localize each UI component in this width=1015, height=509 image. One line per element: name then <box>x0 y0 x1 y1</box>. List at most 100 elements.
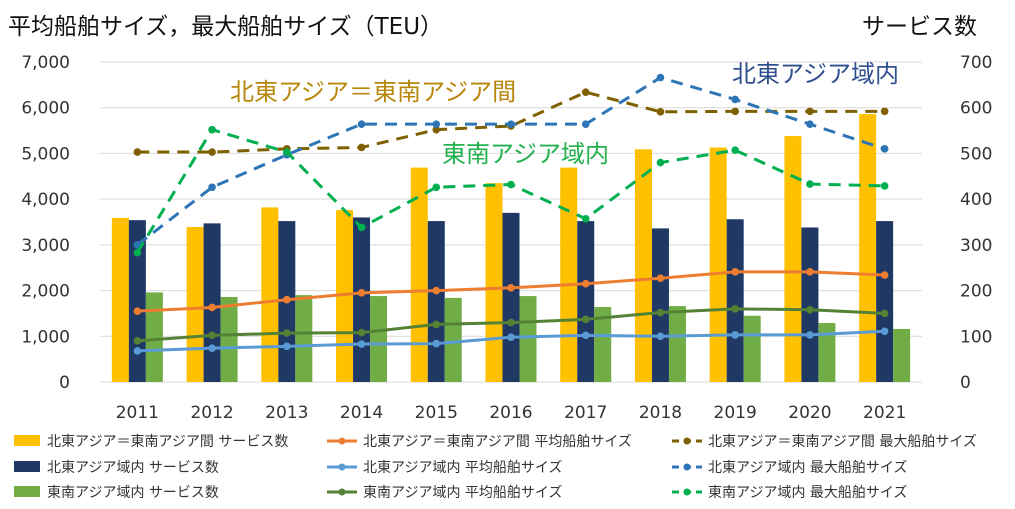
bar-2 <box>577 221 595 382</box>
series-point-6 <box>880 182 889 190</box>
y-left-tick-label: 7,000 <box>21 53 70 73</box>
series-point-2 <box>507 333 515 342</box>
bar-3 <box>145 292 163 382</box>
y-left-tick-label: 5,000 <box>21 144 70 164</box>
series-point-4 <box>656 108 665 116</box>
bar-3 <box>818 323 836 382</box>
series-point-5 <box>357 120 366 128</box>
bar-3 <box>519 296 537 382</box>
bar-1 <box>709 147 727 382</box>
annotation-nea-sea: 北東アジア＝東南アジア間 <box>230 78 516 106</box>
x-tick-label: 2021 <box>863 403 906 423</box>
series-point-5 <box>880 145 889 153</box>
right-axis-ticks: 0 100 200 300 400 500 600 700 <box>960 53 992 393</box>
series-point-1 <box>432 286 441 295</box>
series-point-1 <box>731 268 739 276</box>
series-point-3 <box>208 331 216 340</box>
y-right-tick-label: 400 <box>960 190 992 210</box>
series-point-4 <box>806 107 814 116</box>
legend-label: 北東アジア域内 最大船舶サイズ <box>708 460 907 476</box>
x-tick-label: 2015 <box>415 403 458 423</box>
series-point-1 <box>283 295 291 304</box>
legend-label: 北東アジア＝東南アジア間 平均船舶サイズ <box>363 434 632 450</box>
legend-swatch <box>14 435 40 446</box>
x-tick-label: 2020 <box>788 403 831 423</box>
series-point-6 <box>432 183 441 192</box>
y-left-tick-label: 6,000 <box>21 99 70 119</box>
series-point-5 <box>656 73 665 82</box>
annotation-sea-intra: 東南アジア域内 <box>442 140 609 168</box>
legend-marker <box>338 463 346 471</box>
series-point-3 <box>133 337 142 345</box>
legend-label: 北東アジア域内 サービス数 <box>47 460 219 476</box>
series-line-4 <box>137 90 885 154</box>
x-tick-label: 2018 <box>639 403 682 423</box>
y-left-tick-label: 0 <box>59 373 70 393</box>
y-right-tick-label: 500 <box>960 144 992 164</box>
legend-swatch <box>14 486 40 497</box>
bar-2 <box>502 212 520 382</box>
legend-marker <box>338 488 346 496</box>
x-tick-label: 2014 <box>340 403 383 423</box>
series-point-6 <box>283 148 291 156</box>
series-point-3 <box>731 305 739 313</box>
series-point-2 <box>806 331 814 339</box>
series-point-6 <box>507 180 515 189</box>
series-point-2 <box>432 339 441 348</box>
series-point-4 <box>432 125 441 134</box>
series-point-5 <box>731 95 739 104</box>
y-right-tick-label: 600 <box>960 99 992 119</box>
legend-label: 北東アジア＝東南アジア間 最大船舶サイズ <box>708 434 977 450</box>
bar-3 <box>220 296 238 382</box>
series-point-1 <box>880 271 889 279</box>
bar-2 <box>427 221 445 382</box>
bar-3 <box>370 296 388 382</box>
series-point-6 <box>656 158 665 167</box>
legend-marker <box>338 437 346 445</box>
bar-2 <box>876 221 894 382</box>
series-point-6 <box>208 125 216 134</box>
right-axis-title: サービス数 <box>862 14 977 40</box>
y-right-tick-label: 300 <box>960 236 992 256</box>
x-tick-label: 2011 <box>116 403 159 423</box>
series-point-1 <box>133 307 142 315</box>
legend-marker <box>683 488 691 496</box>
bar-3 <box>743 315 761 382</box>
series-point-1 <box>507 284 515 292</box>
bars <box>111 114 911 382</box>
y-right-tick-label: 100 <box>960 327 992 347</box>
x-axis-ticks: 2011 2012 2013 2014 2015 2016 2017 2018 2019 2020… <box>116 403 907 423</box>
bar-2 <box>353 217 371 382</box>
bar-1 <box>859 114 877 382</box>
series-point-2 <box>880 327 889 336</box>
series-point-3 <box>432 320 441 329</box>
series-point-4 <box>133 148 142 156</box>
legend-label: 東南アジア域内 最大船舶サイズ <box>708 485 907 501</box>
series-point-6 <box>731 146 739 155</box>
bar-3 <box>668 306 686 382</box>
series-point-6 <box>581 215 590 223</box>
annotation-nea-intra: 北東アジア域内 <box>732 60 899 88</box>
series-point-5 <box>806 120 814 128</box>
y-left-tick-label: 4,000 <box>21 190 70 210</box>
bar-2 <box>651 228 669 382</box>
series-point-6 <box>133 248 142 257</box>
series-point-1 <box>806 268 814 276</box>
series-point-2 <box>357 340 366 348</box>
series-point-3 <box>806 305 814 314</box>
series-point-1 <box>656 274 665 283</box>
bar-3 <box>444 297 462 382</box>
legend-marker <box>683 437 691 445</box>
series-point-6 <box>806 180 814 188</box>
legend-marker <box>683 463 691 471</box>
series-point-4 <box>581 88 590 96</box>
series-point-2 <box>283 342 291 351</box>
series-point-2 <box>731 331 739 339</box>
series-point-3 <box>581 315 590 324</box>
y-right-tick-label: 0 <box>960 373 971 393</box>
legend-swatch <box>14 461 40 472</box>
legend-label: 北東アジア＝東南アジア間 サービス数 <box>47 434 288 450</box>
bar-3 <box>893 328 911 382</box>
bar-1 <box>336 210 354 382</box>
series-point-4 <box>731 107 739 116</box>
